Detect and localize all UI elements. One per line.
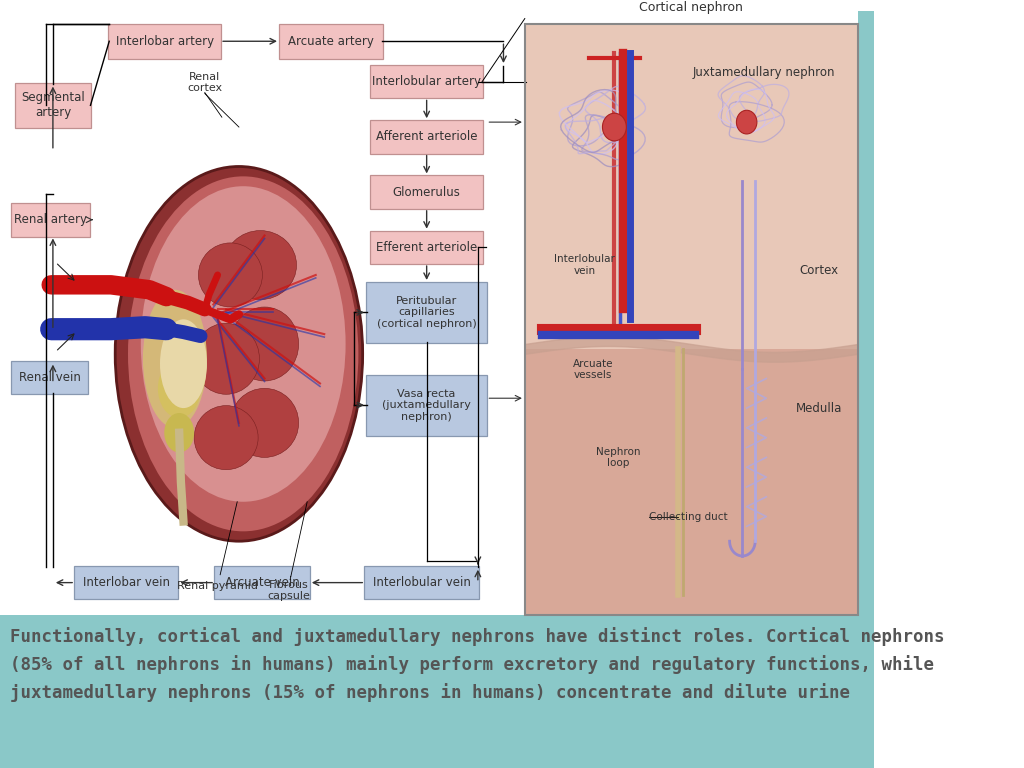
- Text: Afferent arteriole: Afferent arteriole: [376, 131, 477, 144]
- Text: Interlobular vein: Interlobular vein: [373, 576, 470, 589]
- Bar: [524, 349, 857, 615]
- Text: Vasa recta
(juxtamedullary
nephron): Vasa recta (juxtamedullary nephron): [382, 389, 471, 422]
- Text: Renal artery: Renal artery: [14, 214, 87, 227]
- FancyBboxPatch shape: [109, 24, 221, 59]
- Text: Functionally, cortical and juxtamedullary nephrons have distinct roles. Cortical: Functionally, cortical and juxtamedullar…: [10, 627, 945, 702]
- Text: Medulla: Medulla: [796, 402, 843, 415]
- Ellipse shape: [160, 319, 207, 408]
- Ellipse shape: [195, 406, 258, 470]
- FancyBboxPatch shape: [11, 361, 88, 394]
- FancyBboxPatch shape: [371, 120, 483, 154]
- Text: Peritubular
capillaries
(cortical nephron): Peritubular capillaries (cortical nephro…: [377, 296, 476, 329]
- Text: Interlobar vein: Interlobar vein: [83, 576, 170, 589]
- FancyBboxPatch shape: [366, 375, 487, 435]
- FancyBboxPatch shape: [366, 282, 487, 343]
- FancyBboxPatch shape: [371, 230, 483, 264]
- Ellipse shape: [158, 359, 201, 418]
- Text: Interlobular artery: Interlobular artery: [372, 75, 481, 88]
- Text: Interlobar artery: Interlobar artery: [116, 35, 214, 48]
- Bar: [857, 11, 873, 768]
- Ellipse shape: [230, 389, 299, 458]
- FancyBboxPatch shape: [371, 65, 483, 98]
- Text: Renal
cortex: Renal cortex: [187, 72, 222, 94]
- Circle shape: [602, 113, 627, 141]
- Bar: [524, 24, 857, 615]
- Ellipse shape: [199, 243, 262, 307]
- Text: Segmental
artery: Segmental artery: [22, 91, 85, 119]
- Text: Juxtamedullary nephron: Juxtamedullary nephron: [692, 66, 835, 79]
- Text: Arcuate vein: Arcuate vein: [224, 576, 299, 589]
- FancyBboxPatch shape: [371, 175, 483, 209]
- Text: Arcuate artery: Arcuate artery: [288, 35, 374, 48]
- Ellipse shape: [224, 230, 297, 300]
- Bar: [0, 615, 873, 768]
- Ellipse shape: [143, 290, 207, 428]
- Text: Efferent arteriole: Efferent arteriole: [376, 241, 477, 254]
- Text: Nephron
loop: Nephron loop: [596, 446, 641, 468]
- Circle shape: [736, 111, 757, 134]
- Ellipse shape: [128, 177, 358, 531]
- Ellipse shape: [164, 413, 195, 452]
- Text: Interlobular
vein: Interlobular vein: [554, 254, 615, 276]
- FancyBboxPatch shape: [11, 203, 89, 237]
- FancyBboxPatch shape: [214, 566, 309, 599]
- FancyBboxPatch shape: [74, 566, 178, 599]
- Ellipse shape: [115, 167, 362, 541]
- Ellipse shape: [140, 186, 345, 502]
- Text: Arcuate
vessels: Arcuate vessels: [572, 359, 613, 380]
- FancyBboxPatch shape: [279, 24, 383, 59]
- FancyBboxPatch shape: [14, 83, 91, 128]
- Text: Collecting duct: Collecting duct: [648, 511, 727, 521]
- Text: Renal vein: Renal vein: [18, 371, 81, 384]
- Ellipse shape: [193, 323, 259, 394]
- FancyBboxPatch shape: [365, 566, 478, 599]
- Text: Fibrous
capsule: Fibrous capsule: [267, 580, 310, 601]
- Text: Glomerulus: Glomerulus: [393, 186, 461, 199]
- Ellipse shape: [230, 307, 299, 381]
- Text: Cortical nephron: Cortical nephron: [639, 1, 743, 14]
- Text: Cortex: Cortex: [800, 263, 839, 276]
- Text: Renal pyramid: Renal pyramid: [177, 581, 258, 591]
- Bar: [524, 24, 857, 349]
